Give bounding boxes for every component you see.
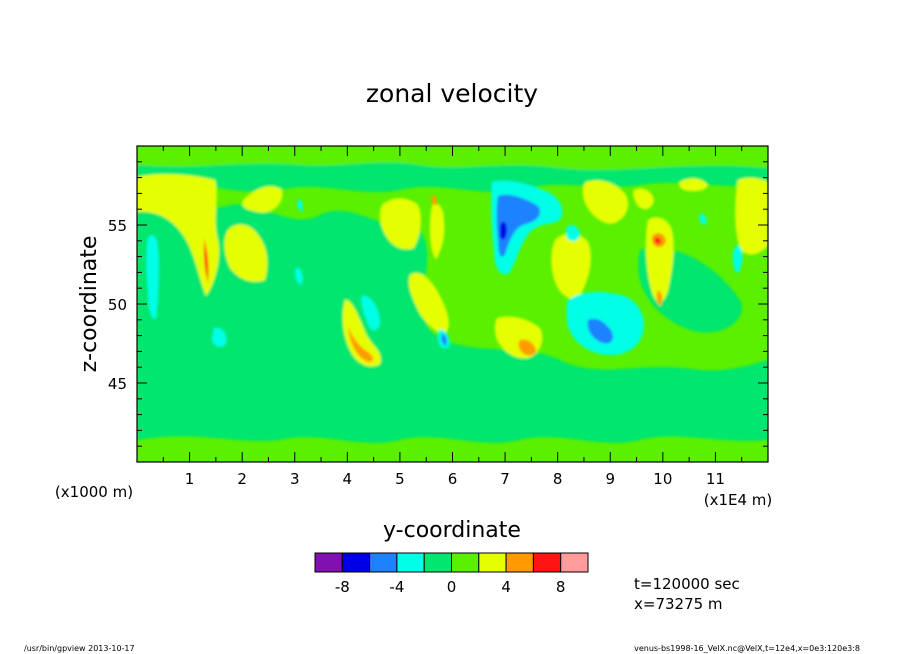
y-tick-label: 55 [108,217,127,235]
position-annotation: x=73275 m [634,595,723,613]
x-tick-label: 5 [395,470,405,488]
chart-title: zonal velocity [366,79,538,108]
time-annotation: t=120000 sec [634,575,740,593]
x-tick-label: 8 [553,470,563,488]
y-tick-label: 50 [108,296,127,314]
colorbar-tick-label: 4 [501,578,511,596]
y-axis-label: z-coordinate [77,236,102,373]
colorbar-tick-label: -4 [389,578,404,596]
x-tick-label: 7 [500,470,510,488]
colorbar-swatch [560,552,589,573]
colorbar-tick-label: -8 [335,578,350,596]
x-tick-label: 11 [706,470,725,488]
x-unit-label: (x1E4 m) [704,491,773,509]
x-tick-labels: 1 2 3 4 5 6 7 8 9 10 11 [185,470,725,488]
colorbar-tick-label: 0 [447,578,457,596]
colorbar-swatch [369,552,398,573]
y-tick-labels: 45 50 55 [108,217,127,393]
colorbar-swatch [532,552,562,573]
colorbar [314,552,589,573]
footer-right: venus-bs1998-16_VelX.nc@VelX,t=12e4,x=0e… [634,644,860,653]
colorbar-tick-label: 8 [556,578,566,596]
colorbar-swatch [478,552,507,573]
colorbar-swatch [505,552,534,573]
x-tick-label: 6 [448,470,458,488]
x-tick-label: 9 [605,470,615,488]
colorbar-labels: -8 -4 0 4 8 [335,578,566,596]
y-unit-label: (x1000 m) [55,483,133,501]
velocity-field [137,146,768,462]
x-tick-label: 4 [343,470,353,488]
colorbar-swatch [396,552,425,573]
x-tick-label: 2 [237,470,247,488]
colorbar-swatch [341,552,371,573]
x-tick-label: 1 [185,470,195,488]
x-tick-label: 10 [653,470,672,488]
x-tick-label: 3 [290,470,300,488]
axis-ticks [137,146,768,462]
colorbar-swatch [451,552,480,573]
colorbar-swatch [314,552,343,573]
x-axis-label: y-coordinate [383,518,521,543]
y-tick-label: 45 [108,375,127,393]
colorbar-swatch [423,552,453,573]
footer-left: /usr/bin/gpview 2013-10-17 [24,644,135,653]
